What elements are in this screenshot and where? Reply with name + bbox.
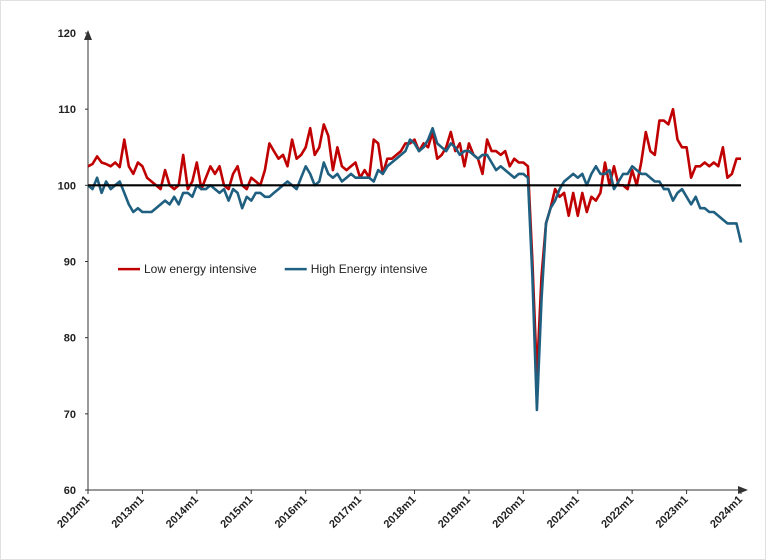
- y-tick-label: 100: [58, 180, 76, 192]
- y-tick-label: 80: [64, 333, 76, 345]
- legend-label: High Energy intensive: [311, 262, 428, 276]
- legend-label: Low energy intensive: [144, 262, 257, 276]
- y-tick-label: 90: [64, 257, 76, 269]
- y-tick-label: 60: [64, 485, 76, 497]
- y-axis-arrow: [84, 30, 92, 40]
- series-line: [87, 107, 741, 378]
- y-tick-label: 110: [58, 104, 76, 116]
- y-tick-label: 120: [58, 28, 76, 40]
- y-tick-label: 70: [64, 409, 76, 421]
